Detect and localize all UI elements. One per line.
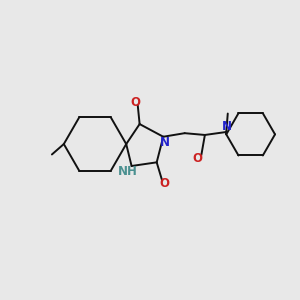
Text: N: N — [222, 119, 232, 133]
Text: O: O — [193, 152, 203, 165]
Text: NH: NH — [118, 165, 137, 178]
Text: O: O — [130, 96, 140, 109]
Text: N: N — [160, 136, 170, 148]
Text: O: O — [160, 177, 170, 190]
